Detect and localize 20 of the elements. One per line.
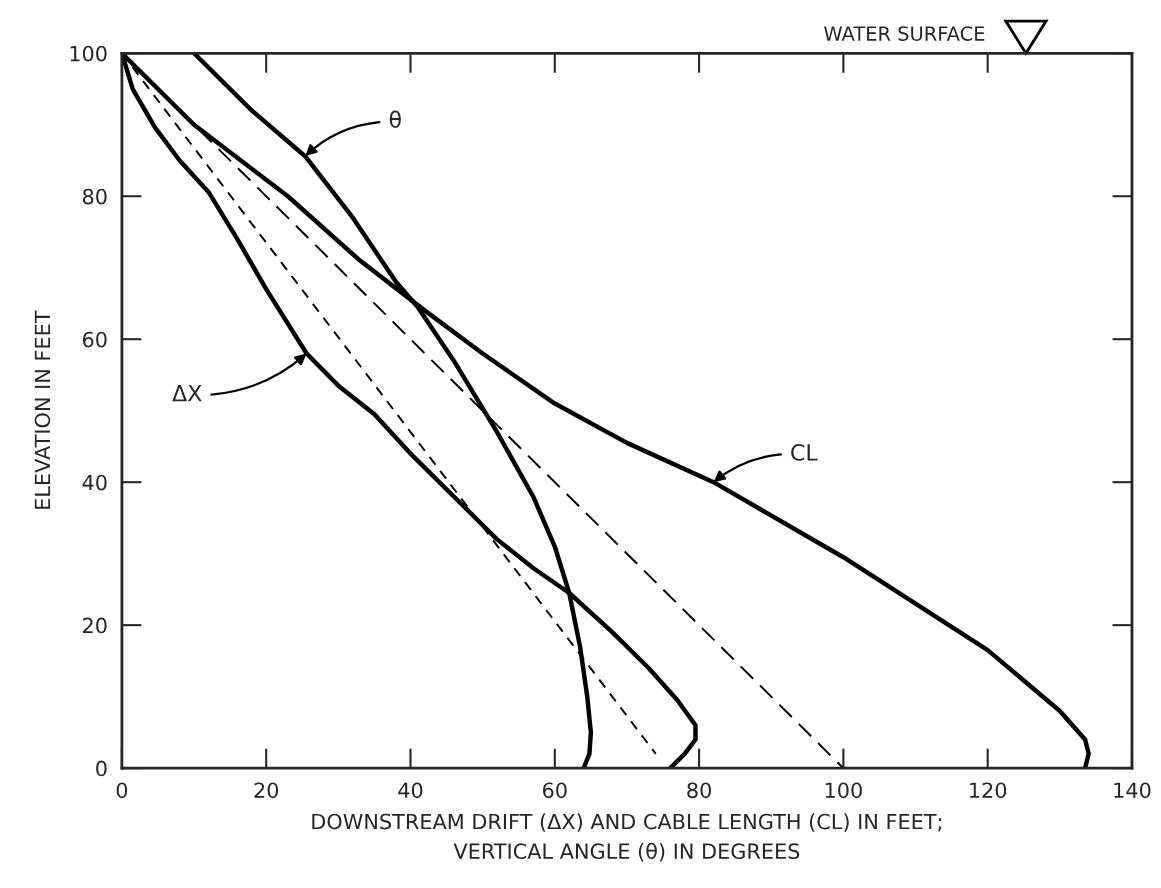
y-tick-label: 60 [82,331,107,348]
x-axis-title: DOWNSTREAM DRIFT (ΔX) AND CABLE LENGTH (CL) IN FEET; VERTICAL ANGLE (θ) IN DEGREES [312,813,942,862]
text: WATER SURFACE [824,26,985,41]
y-tick-label: 80 [82,188,107,205]
y-axis-title: ELEVATION IN FEET [34,310,51,509]
x-tick-label: 120 [970,782,1007,799]
x-tick-label: 20 [254,782,279,799]
y-tick-label: 20 [83,617,107,634]
annotation: θ [389,110,401,128]
x-tick-label: 100 [825,782,862,799]
y-tick-label: 0 [96,760,107,777]
y-tick-label: 100 [70,45,107,62]
annotation: ΔX [172,385,202,402]
x-tick-label: 140 [1114,782,1151,799]
y-tick-label: 40 [82,474,107,491]
annotation: CL [791,444,818,461]
x-tick-label: 0 [116,782,128,799]
x-tick-label: 60 [542,782,567,799]
x-tick-label: 40 [398,782,423,799]
x-tick-label: 80 [687,782,711,799]
